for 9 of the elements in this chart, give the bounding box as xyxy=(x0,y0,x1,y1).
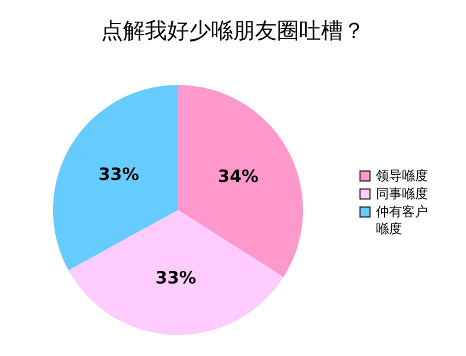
data-label: 33% xyxy=(155,268,196,289)
legend-label: 仲有客户喺度 xyxy=(376,204,428,236)
legend-label: 领导喺度 xyxy=(376,168,428,184)
chart-title: 点解我好少喺朋友圈吐槽？ xyxy=(101,19,365,44)
data-label: 34% xyxy=(218,166,259,187)
pie-slice xyxy=(68,210,284,335)
data-label: 33% xyxy=(98,165,140,186)
pie-slice xyxy=(53,85,178,270)
legend-label: 同事喺度 xyxy=(376,186,428,202)
